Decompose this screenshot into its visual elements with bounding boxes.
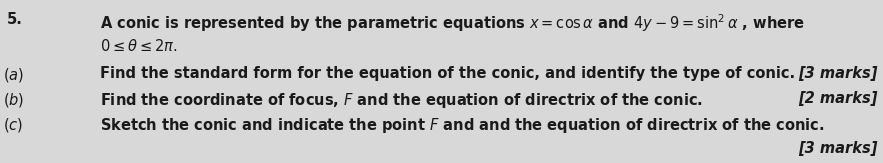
Text: Find the standard form for the equation of the conic, and identify the type of c: Find the standard form for the equation … — [100, 66, 795, 81]
Text: Find the coordinate of focus, $F$ and the equation of directrix of the conic.: Find the coordinate of focus, $F$ and th… — [100, 91, 703, 110]
Text: [2 marks]: [2 marks] — [798, 91, 878, 106]
Text: $(a)$: $(a)$ — [3, 66, 24, 84]
Text: $(b)$: $(b)$ — [3, 91, 25, 109]
Text: A conic is represented by the parametric equations $x = \cos\alpha$ and $4y-9=\s: A conic is represented by the parametric… — [100, 12, 804, 34]
Text: $(c)$: $(c)$ — [3, 116, 23, 134]
Text: [3 marks]: [3 marks] — [798, 141, 878, 156]
Text: Sketch the conic and indicate the point $F$ and and the equation of directrix of: Sketch the conic and indicate the point … — [100, 116, 825, 135]
Text: 5.: 5. — [7, 12, 23, 27]
Text: $0 \leq \theta \leq 2\pi.$: $0 \leq \theta \leq 2\pi.$ — [100, 38, 177, 54]
Text: [3 marks]: [3 marks] — [798, 66, 878, 81]
